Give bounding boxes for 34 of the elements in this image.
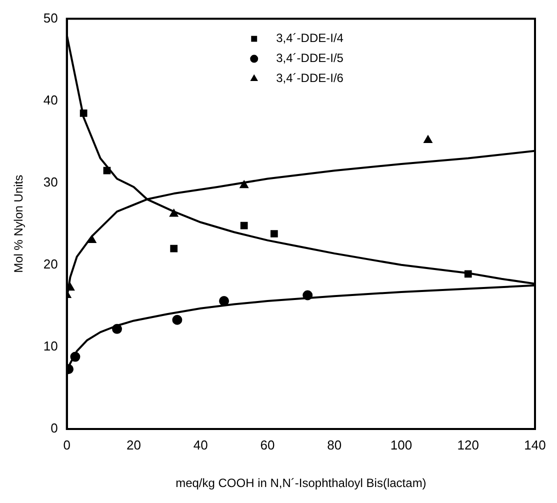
point xyxy=(172,314,182,325)
point xyxy=(302,290,313,300)
y-tick-label: 20 xyxy=(43,256,58,272)
x-tick-label: 60 xyxy=(260,437,275,452)
x-tick-label: 80 xyxy=(327,437,342,452)
point xyxy=(88,235,96,244)
point xyxy=(424,135,432,143)
point xyxy=(219,296,230,306)
point xyxy=(170,244,178,252)
x-tick-label: 20 xyxy=(126,437,141,452)
point xyxy=(240,180,248,188)
y-tick-label: 40 xyxy=(43,92,58,108)
y-tick-label: 30 xyxy=(43,174,58,190)
point xyxy=(112,324,122,334)
y-tick-label: 10 xyxy=(43,338,58,354)
point xyxy=(240,222,248,230)
x-tick-label: 0 xyxy=(63,437,70,452)
point xyxy=(80,109,88,117)
x-tick-label: 100 xyxy=(390,437,412,452)
x-axis-title: meq/kg COOH in N,N´-Isophthaloyl Bis(lactam) xyxy=(176,476,426,490)
legend-label: 3,4´-DDE-I/6 xyxy=(276,71,344,86)
x-tick-label: 40 xyxy=(193,437,208,452)
legend-label: 3,4´-DDE-I/4 xyxy=(276,31,344,46)
y-tick-label: 50 xyxy=(43,10,58,26)
x-tick-label: 140 xyxy=(524,437,546,452)
point xyxy=(103,166,111,174)
y-axis-title: Mol % Nylon Units xyxy=(12,174,26,273)
x-tick-label: 120 xyxy=(457,437,479,452)
point xyxy=(70,352,80,362)
point xyxy=(169,209,178,217)
y-tick-label: 0 xyxy=(50,420,58,436)
point xyxy=(270,230,278,238)
legend-label: 3,4´-DDE-I/5 xyxy=(276,51,344,66)
point xyxy=(464,270,472,278)
